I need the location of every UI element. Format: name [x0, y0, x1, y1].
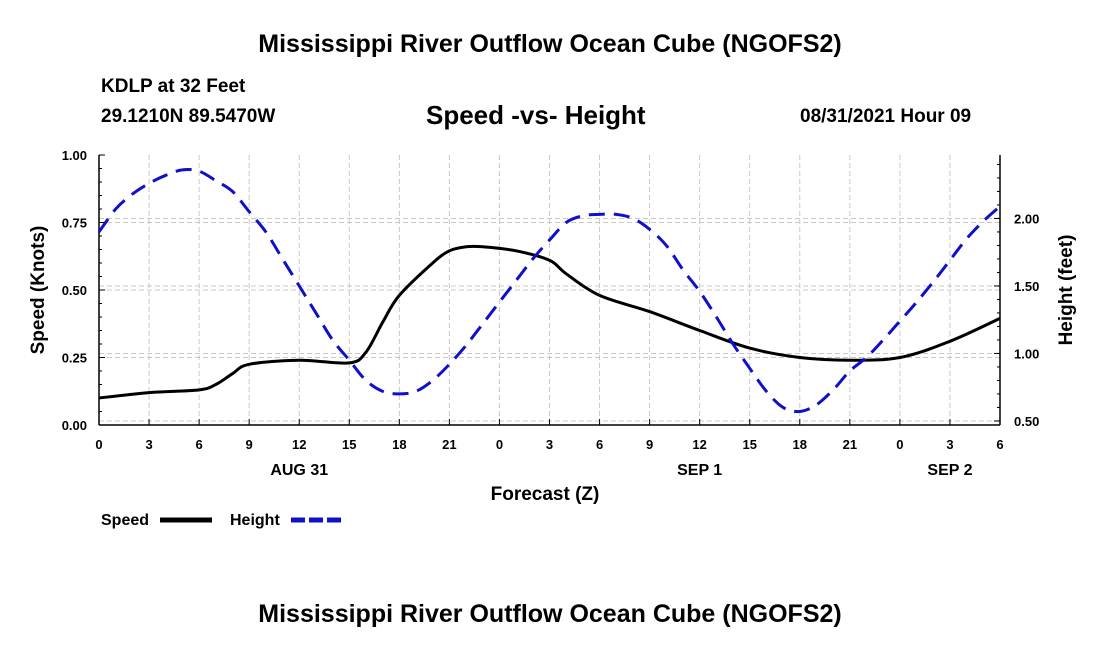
forecast-datetime: 08/31/2021 Hour 09: [800, 106, 972, 127]
x-tick-label: 0: [896, 437, 903, 452]
chart-title: Mississippi River Outflow Ocean Cube (NG…: [258, 30, 842, 58]
footer-title: Mississippi River Outflow Ocean Cube (NG…: [258, 600, 842, 628]
x-tick-label: 3: [145, 437, 152, 452]
x-tick-label: 15: [342, 437, 356, 452]
x-tick-label: 0: [496, 437, 503, 452]
x-tick-label: 3: [946, 437, 953, 452]
x-tick-label: 9: [246, 437, 253, 452]
series-line-speed: [98, 244, 1001, 400]
y-left-tick-label: 1.00: [62, 148, 87, 163]
y-right-tick-label: 0.50: [1014, 414, 1039, 429]
x-day-label: SEP 2: [927, 462, 972, 479]
x-tick-label: 3: [546, 437, 553, 452]
legend-label-height: Height: [230, 512, 280, 529]
y-axis-right-title: Height (feet): [1056, 235, 1077, 346]
x-tick-label: 6: [996, 437, 1003, 452]
y-left-tick-label: 0.75: [62, 216, 87, 231]
series-lines: [97, 168, 1001, 414]
legend-label-speed: Speed: [101, 512, 149, 529]
x-tick-label: 6: [596, 437, 603, 452]
x-tick-label: 0: [95, 437, 102, 452]
y-left-tick-label: 0.00: [62, 418, 87, 433]
x-tick-label: 18: [793, 437, 807, 452]
grid-lines: [99, 155, 1000, 425]
x-tick-label: 9: [646, 437, 653, 452]
axes: [98, 154, 1001, 426]
x-tick-label: 21: [442, 437, 456, 452]
y-left-tick-label: 0.50: [62, 283, 87, 298]
x-tick-label: 6: [195, 437, 202, 452]
station-coordinates: 29.1210N 89.5470W: [101, 106, 276, 127]
station-name: KDLP at 32 Feet: [101, 76, 246, 97]
y-left-tick-label: 0.25: [62, 351, 87, 366]
y-right-tick-label: 1.00: [1014, 346, 1039, 361]
series-line-height: [97, 168, 1001, 414]
axis-labels: 0 3 6 9 12 15 18 21 0 3 6 9 12 15 18 21 0 3 6 AUG 31 SEP 1 SE…: [28, 148, 1077, 505]
legend: Speed Height: [101, 512, 343, 529]
x-tick-label: 21: [843, 437, 857, 452]
y-right-tick-label: 2.00: [1014, 211, 1039, 226]
x-tick-label: 12: [692, 437, 706, 452]
y-right-tick-label: 1.50: [1014, 279, 1039, 294]
y-axis-left-title: Speed (Knots): [28, 226, 49, 355]
x-day-label: AUG 31: [270, 462, 328, 479]
x-day-label: SEP 1: [677, 462, 722, 479]
x-tick-label: 12: [292, 437, 306, 452]
x-tick-label: 18: [392, 437, 406, 452]
x-tick-label: 15: [742, 437, 756, 452]
chart-subtitle: Speed -vs- Height: [426, 100, 646, 130]
x-axis-title: Forecast (Z): [491, 484, 600, 505]
